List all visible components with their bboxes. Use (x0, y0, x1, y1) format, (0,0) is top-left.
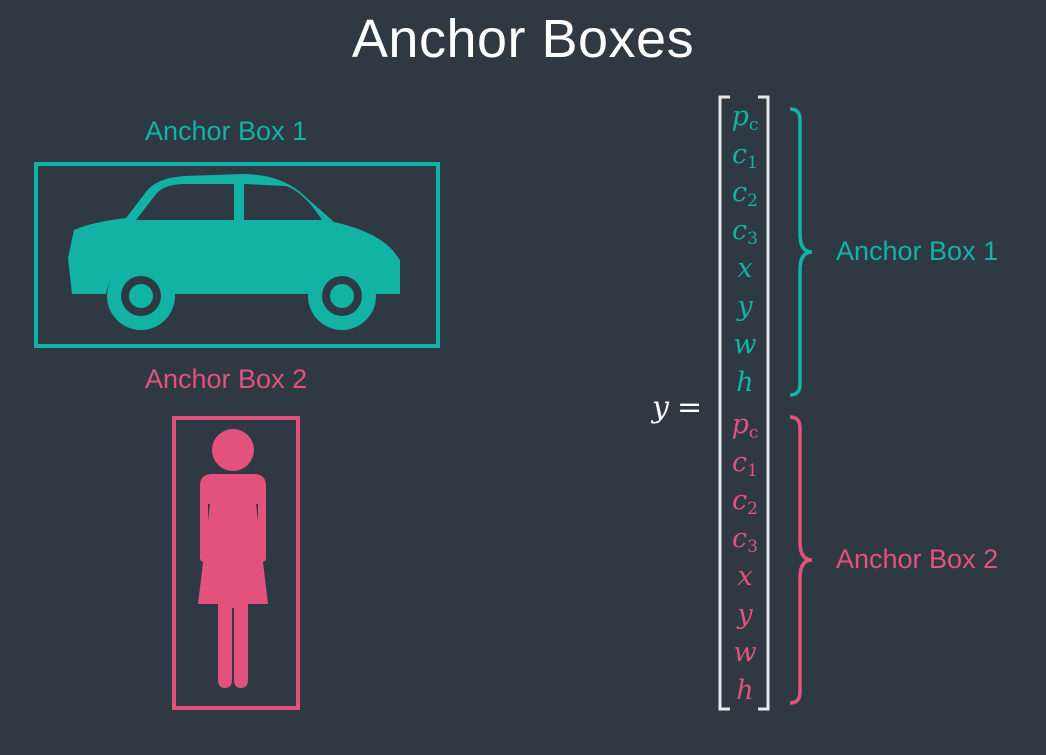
group-1-label: Anchor Box 1 (836, 236, 999, 266)
entry-group1-0: pc (731, 101, 759, 135)
brace-group-2 (789, 415, 813, 705)
vector-brackets (718, 95, 770, 711)
equals-sign: = (676, 390, 703, 425)
anchor-box-1-frame (34, 162, 440, 348)
equation-lhs: y = (652, 390, 702, 425)
anchor-box-1-label: Anchor Box 1 (145, 116, 308, 146)
entry-group1-4: x (737, 253, 753, 284)
vector-entries: pc c1 c2 c3 x y w h pc c1 c2 c3 x y w h (720, 98, 770, 708)
entry-group1-6: w (733, 329, 757, 360)
entry-group2-1: c1 (732, 447, 758, 481)
entry-group2-4: x (737, 561, 753, 592)
brace-group-1 (789, 107, 813, 397)
entry-group2-3: c3 (732, 523, 758, 557)
entry-group2-7: h (736, 675, 754, 706)
anchor-box-2-frame (172, 416, 300, 710)
slide-title: Anchor Boxes (351, 9, 695, 69)
anchor-box-2-label: Anchor Box 2 (145, 364, 308, 394)
entry-group1-2: c2 (732, 177, 758, 211)
entry-group2-2: c2 (732, 485, 758, 519)
entry-group1-5: y (737, 291, 753, 322)
person-icon (198, 429, 268, 688)
entry-group1-3: c3 (732, 215, 758, 249)
lhs-symbol: y (652, 390, 669, 425)
entry-group2-5: y (737, 599, 753, 630)
entry-group2-6: w (733, 637, 757, 668)
entry-group2-0: pc (731, 409, 759, 443)
entry-group1-7: h (736, 367, 754, 398)
group-2-label: Anchor Box 2 (836, 544, 999, 574)
entry-group1-1: c1 (732, 139, 758, 173)
car-icon (68, 174, 400, 330)
